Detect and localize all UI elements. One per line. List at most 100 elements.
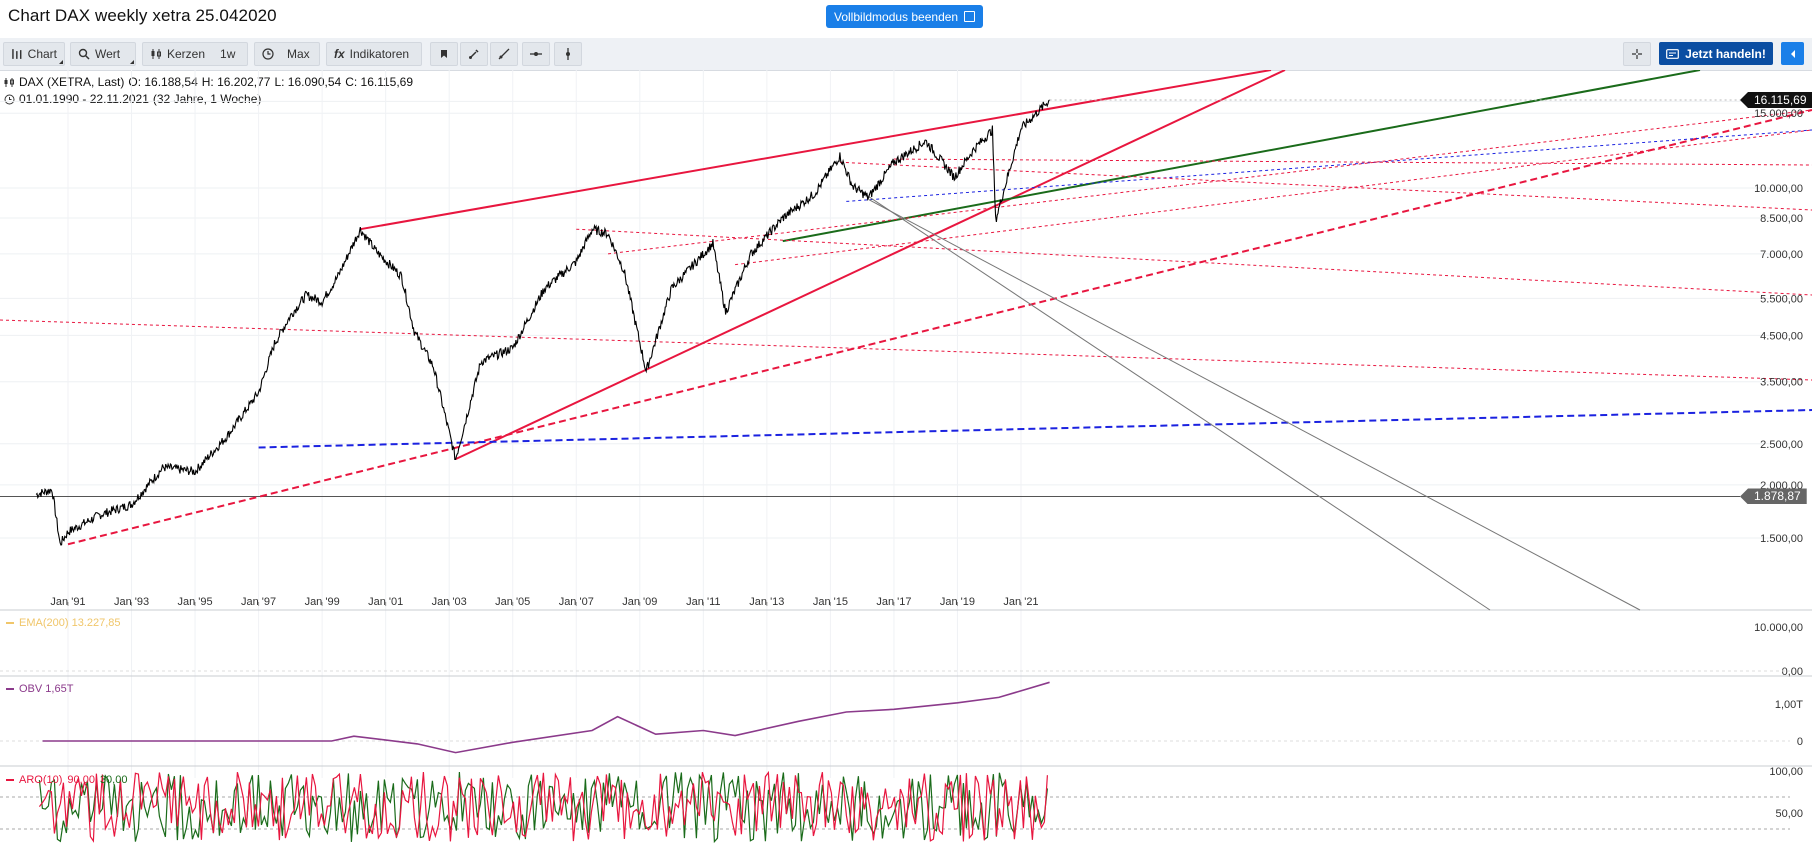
price-series: [35, 99, 1740, 546]
x-tick-label: Jan '19: [940, 596, 975, 608]
indikatoren-label: Indikatoren: [349, 47, 410, 61]
blue-dotted-line: [846, 129, 1812, 202]
bookmark-icon: [441, 50, 447, 58]
x-tick-label: Jan '95: [177, 596, 212, 608]
search-icon: [78, 48, 90, 60]
red-dotted-line: [839, 161, 1812, 211]
y-tick-label: 10.000,00: [1754, 183, 1803, 195]
x-tick-label: Jan '15: [813, 596, 848, 608]
resistance-trendline: [360, 70, 1272, 231]
exit-fullscreen-button[interactable]: Vollbildmodus beenden: [826, 5, 984, 28]
aroon-up-line: [38, 770, 1048, 843]
clock-icon: [262, 48, 274, 60]
legend-duration: (32 Jahre, 1 Woche): [152, 92, 262, 106]
crosshair-price-badge: 1.878,87: [1740, 488, 1807, 505]
x-tick-label: Jan '91: [50, 596, 85, 608]
x-tick-label: Jan '17: [876, 596, 911, 608]
draw-tool-button[interactable]: [460, 42, 488, 66]
clock-small-icon: [4, 94, 15, 104]
value-search-button[interactable]: Wert: [70, 42, 136, 66]
range-label: Max: [287, 47, 310, 61]
red-dotted-line: [0, 319, 1812, 381]
x-axis-labels: Jan '91 Jan '93 Jan '95 Jan '97 Jan '99 Jan '…: [50, 596, 1038, 608]
y-tick-label: 2.500,00: [1760, 439, 1803, 451]
card-icon: [1666, 48, 1680, 59]
legend-symbol: DAX (XETRA, Last): [19, 75, 125, 89]
bookmark-tool-button[interactable]: [430, 42, 458, 66]
collapse-panel-button[interactable]: [1781, 42, 1804, 65]
legend-low: L: 16.090,54: [274, 75, 342, 89]
fx-icon: fx: [334, 47, 345, 61]
pen-tool-icon: [469, 49, 479, 59]
chart-toolbar: Chart Wert Kerzen 1w Max fx Indikatoren: [0, 38, 1812, 71]
wert-label: Wert: [95, 47, 121, 61]
ema-y-label: 0,00: [1782, 666, 1803, 678]
y-tick-label: 15.000,00: [1754, 108, 1803, 120]
line-tool-button[interactable]: [490, 42, 518, 66]
candles-small-icon: [4, 77, 14, 87]
ema-swatch: [6, 622, 14, 624]
indicators-button[interactable]: fx Indikatoren: [326, 42, 422, 66]
obv-swatch: [6, 688, 14, 690]
aroon-down-line: [38, 771, 1048, 844]
aroon-name: ARO(10): [19, 774, 63, 786]
aroon-up-value: 90,00: [67, 774, 95, 786]
chart-grid: [0, 70, 1812, 778]
date-legend: 01.01.1990 - 22.11.2021 (32 Jahre, 1 Woc…: [4, 92, 261, 106]
dax-chart[interactable]: 16.000,0015.000,0010.000,008.500,007.000…: [0, 70, 1812, 848]
last-price-badge: 16.115,69: [1740, 92, 1812, 108]
y-axis-labels: 16.000,0015.000,0010.000,008.500,007.000…: [1754, 96, 1803, 545]
x-tick-label: Jan '11: [686, 596, 720, 608]
chart-label: Chart: [27, 47, 57, 61]
gray-fan-line: [868, 198, 1641, 611]
y-tick-label: 4.500,00: [1760, 330, 1803, 342]
aroon-swatch: [6, 779, 14, 781]
interval-label: 1w: [220, 47, 236, 61]
gray-fan-line: [855, 187, 1491, 611]
obv-label: OBV 1,65T: [19, 683, 74, 695]
legend-close: C: 16.115,69: [345, 75, 414, 89]
x-tick-label: Jan '13: [749, 596, 784, 608]
y-tick-label: 7.000,00: [1760, 249, 1803, 261]
x-tick-label: Jan '93: [114, 596, 149, 608]
dax-price-line: [35, 99, 1050, 546]
range-button[interactable]: Max: [254, 42, 320, 66]
legend-daterange: 01.01.1990 - 22.11.2021: [19, 92, 149, 106]
support-trendline: [455, 70, 1286, 461]
aroon-down-value: 30,00: [99, 774, 128, 786]
obv-legend: OBV 1,65T: [6, 683, 73, 695]
red-dotted-line: [576, 228, 1812, 296]
ema-legend: EMA(200) 13.227,85: [6, 617, 121, 629]
x-tick-label: Jan '05: [495, 596, 530, 608]
vline-tool-button[interactable]: [554, 42, 582, 66]
x-tick-label: Jan '07: [559, 596, 594, 608]
indicator-panels: 10.000,00 0,00 1,00T 0 100,00 50,00: [0, 622, 1803, 844]
red-dotted-line: [735, 129, 1812, 266]
obv-line: [42, 681, 1050, 754]
trade-now-button[interactable]: Jetzt handeln!: [1659, 42, 1773, 65]
candle-type-button[interactable]: Kerzen 1w: [142, 42, 248, 66]
chevron-left-icon: [1790, 49, 1795, 58]
ema-y-label: 10.000,00: [1754, 622, 1803, 634]
x-tick-label: Jan '21: [1003, 596, 1038, 608]
chart-bars-icon: [12, 49, 22, 59]
settings-tool-button[interactable]: [1623, 42, 1651, 66]
obv-y-label: 1,00T: [1775, 699, 1803, 711]
aroon-y-label: 50,00: [1775, 808, 1803, 820]
kerzen-label: Kerzen: [167, 47, 206, 61]
horizontal-line-icon: [530, 52, 542, 56]
legend-open: O: 16.188,54: [128, 75, 198, 89]
crosshair-settings-icon: [1632, 49, 1642, 59]
hline-tool-button[interactable]: [522, 42, 550, 66]
x-tick-label: Jan '01: [368, 596, 403, 608]
red-dotted-line: [607, 109, 1812, 255]
blue-dashed-long: [258, 409, 1812, 449]
chart-type-button[interactable]: Chart: [3, 42, 65, 66]
trendline-icon: [498, 48, 510, 60]
x-tick-label: Jan '03: [432, 596, 467, 608]
dropdown-corner-icon: [59, 60, 63, 64]
red-dotted-line: [893, 158, 1812, 166]
ema-label: EMA(200) 13.227,85: [19, 617, 121, 629]
candles-icon: [151, 49, 161, 59]
obv-y-label: 0: [1797, 736, 1803, 748]
